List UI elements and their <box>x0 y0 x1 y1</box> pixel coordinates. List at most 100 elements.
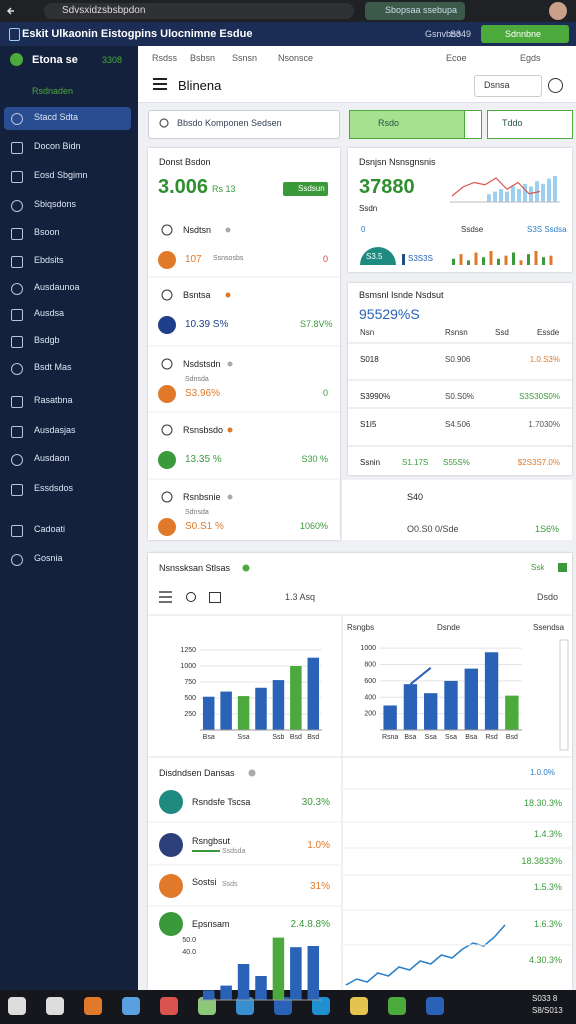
sidebar-item[interactable]: Stacd Sdta <box>34 112 79 122</box>
table-card <box>348 283 572 475</box>
spark-bar <box>553 176 557 202</box>
item-name: Rsnbsnie <box>183 492 221 502</box>
spark-bar <box>499 189 503 202</box>
tab-title: Sbopsaa ssebupa <box>385 5 458 15</box>
toolbar-tab[interactable]: Rsdss <box>152 53 178 63</box>
table-column: Nsn <box>360 328 375 337</box>
chart-label: Ssendsa <box>533 623 565 632</box>
sidebar-item[interactable]: Ausdasjas <box>34 425 76 435</box>
taskbar-icon[interactable] <box>274 997 292 1015</box>
search-box[interactable] <box>148 110 340 139</box>
x-tick-label: Ssa <box>425 734 437 741</box>
sidebar-item[interactable]: Ausdsa <box>34 308 65 318</box>
clock: S033 8 <box>532 994 558 1003</box>
toolbar-tab[interactable]: Ssnsn <box>232 53 258 63</box>
table-cell: S1.17S <box>402 458 429 467</box>
section-action[interactable]: Dsdo <box>537 592 559 602</box>
sidebar-icon <box>11 171 23 183</box>
sidebar-item[interactable]: Ebdsits <box>34 255 64 265</box>
taskbar-icon[interactable] <box>388 997 406 1015</box>
trend-legend: S3S Ssdsa <box>527 225 567 234</box>
spark-bar <box>523 183 527 202</box>
taskbar-icon[interactable] <box>426 997 444 1015</box>
sidebar-active[interactable] <box>4 107 131 130</box>
item-icon <box>158 518 176 536</box>
item-sub: Sdnsda <box>185 509 209 516</box>
sidebar-item[interactable]: Ausdaunoa <box>34 282 80 292</box>
taskbar-icon[interactable] <box>160 997 178 1015</box>
sidebar-icon <box>11 454 23 466</box>
dist-icon <box>159 874 183 898</box>
filter-arrow <box>464 110 482 139</box>
page-button[interactable] <box>474 75 542 97</box>
sidebar-item[interactable]: Essdsdos <box>34 483 74 493</box>
sidebar-item[interactable]: Bsdt Mas <box>34 362 72 372</box>
spark-bar <box>493 191 497 202</box>
taskbar-icon[interactable] <box>236 997 254 1015</box>
dist-name: Sostsi <box>192 877 217 887</box>
item-icon <box>158 251 176 269</box>
taskbar-icon[interactable] <box>84 997 102 1015</box>
clock-icon <box>161 491 173 503</box>
mini-bar <box>467 260 470 265</box>
help-icon[interactable] <box>548 78 563 93</box>
sidebar-item[interactable]: Bsoon <box>34 227 60 237</box>
header-button[interactable] <box>481 25 569 43</box>
header-link[interactable]: Gsnvbno <box>425 29 462 39</box>
taskbar-icon[interactable] <box>122 997 140 1015</box>
sidebar-item[interactable]: Bsdgb <box>34 335 60 345</box>
spark-line <box>451 177 541 197</box>
x-tick-label: Ssb <box>272 734 284 741</box>
toolbar-link[interactable]: Egds <box>520 53 541 63</box>
toolbar-tab[interactable]: Bsbsn <box>190 53 216 63</box>
table-cell: Ssnin <box>360 458 381 467</box>
sidebar-item[interactable]: Cadoati <box>34 524 66 534</box>
taskbar-icon[interactable] <box>46 997 64 1015</box>
taskbar-icon[interactable] <box>350 997 368 1015</box>
bar <box>307 946 320 1000</box>
right-value: 1.4.3% <box>533 829 562 839</box>
x-tick-label: Bsd <box>290 734 302 741</box>
dist-value: 1.0% <box>307 840 330 851</box>
status-dot <box>242 564 250 572</box>
mini-bar <box>542 257 545 265</box>
toolbar-link[interactable]: Ecoe <box>446 53 467 63</box>
sidebar-icon <box>11 142 23 154</box>
sidebar-item[interactable]: Rasatbna <box>34 395 73 405</box>
right-value: 4.30.3% <box>528 955 562 965</box>
right-value: 1.5.3% <box>533 882 562 892</box>
sidebar-item[interactable]: Eosd Sbgimn <box>34 170 88 180</box>
mini-bar <box>489 251 493 265</box>
mini-bar <box>497 258 500 265</box>
taskbar-icon[interactable] <box>198 997 216 1015</box>
sidebar-item[interactable]: Ausdaon <box>34 453 70 463</box>
mini-bar <box>519 260 523 265</box>
toolbar-tab[interactable]: Nsonsce <box>278 53 314 63</box>
mini-bar <box>459 254 463 265</box>
y-tick-label: 50.0 <box>182 937 196 944</box>
dist-icon <box>159 912 183 936</box>
dropdown[interactable] <box>487 110 573 139</box>
filter[interactable] <box>349 110 466 139</box>
summary-sub: Rs 13 <box>212 184 236 194</box>
header-link[interactable]: S349 <box>450 29 472 39</box>
taskbar-icon[interactable] <box>8 997 26 1015</box>
x-tick-label: Bsd <box>307 734 319 741</box>
trend-legend: Ssdse <box>461 225 484 234</box>
back-icon <box>6 7 14 15</box>
tab[interactable] <box>365 2 465 20</box>
taskbar-icon[interactable] <box>312 997 330 1015</box>
mini-bar <box>534 251 538 265</box>
status-dot <box>248 769 256 777</box>
sidebar-item[interactable]: Docon Bidn <box>34 141 81 151</box>
bar <box>505 695 519 730</box>
dist-name: Epsnsam <box>192 919 230 929</box>
sidebar-item[interactable]: Gosnia <box>34 553 63 563</box>
sidebar-item[interactable]: Sbiqsdons <box>34 199 77 209</box>
x-tick-label: Rsd <box>485 734 498 741</box>
section-badge: Ssk <box>531 563 545 572</box>
axis-stub <box>559 639 569 751</box>
date: S8/S013 <box>532 1006 563 1015</box>
app-title: Eskit Ulkaonin Eistogpins Ulocnimne Esdu… <box>22 28 253 40</box>
